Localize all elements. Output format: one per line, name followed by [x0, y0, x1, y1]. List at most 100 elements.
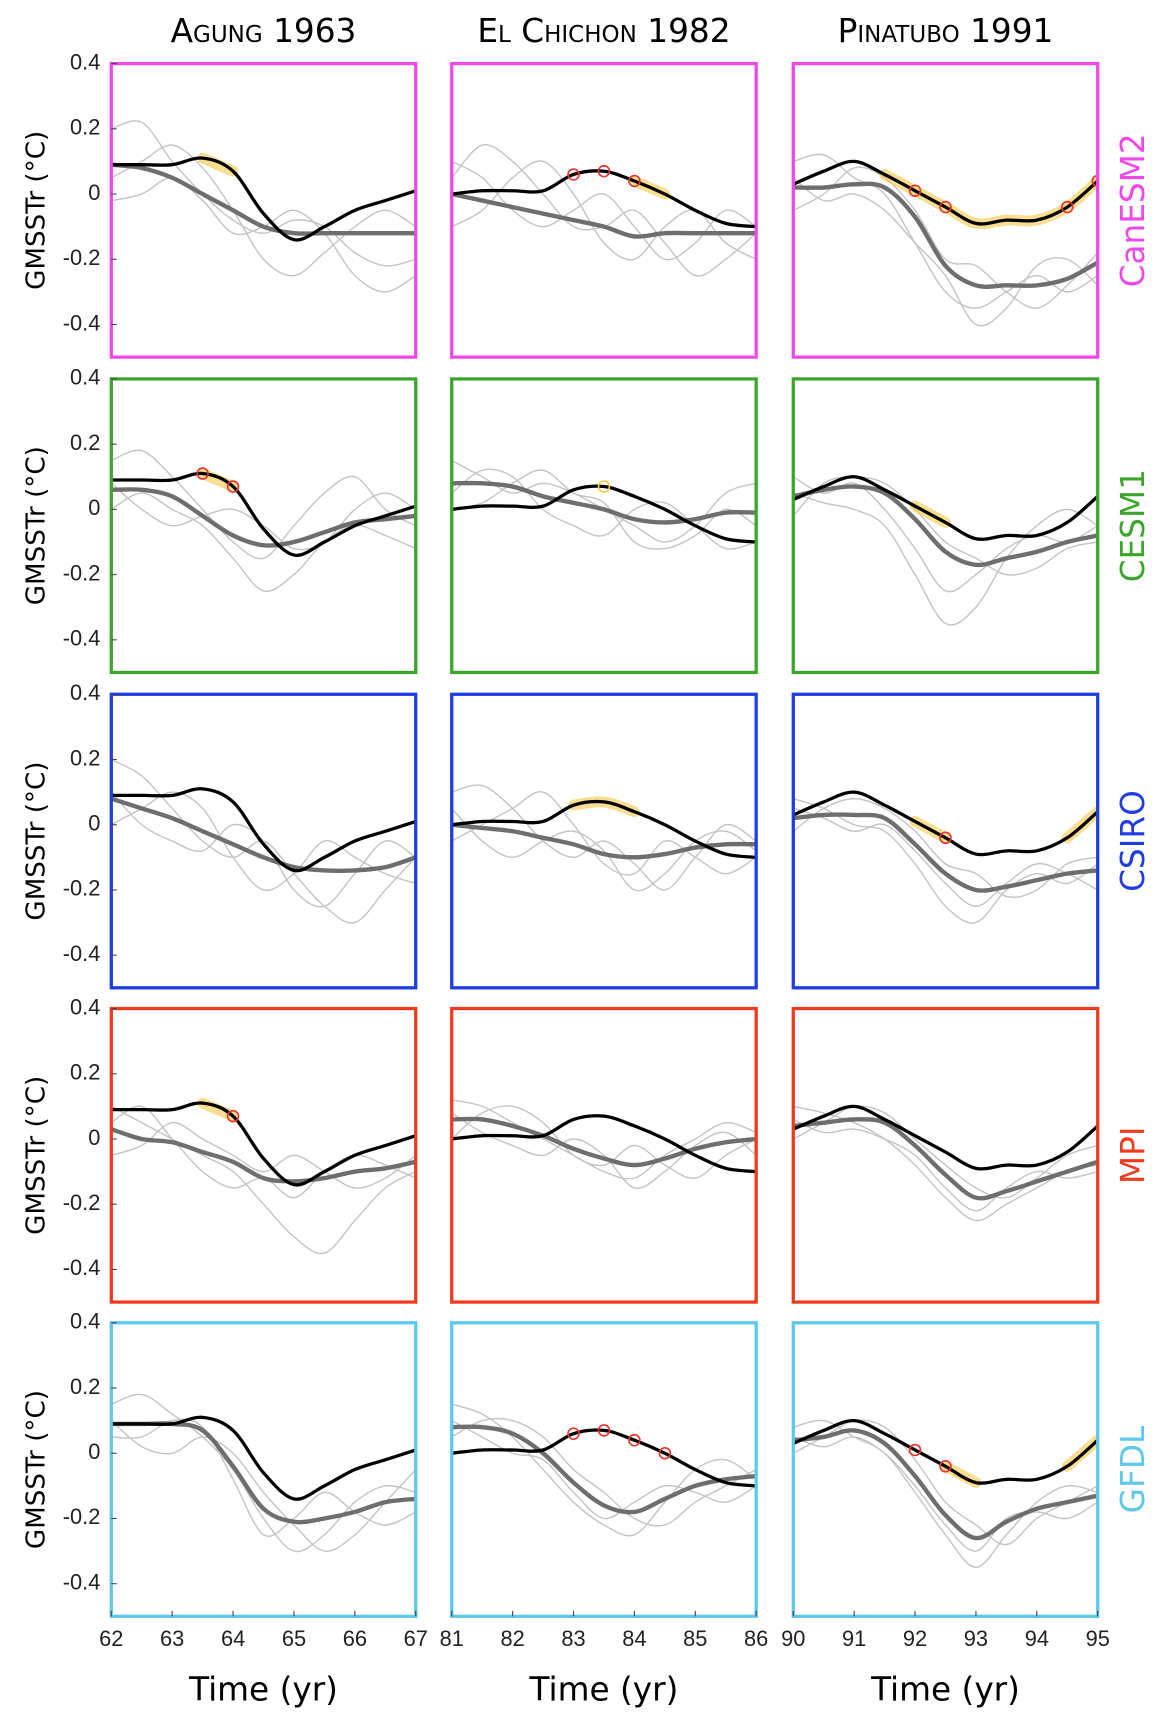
y-tick-label: -0.4 [63, 310, 101, 335]
series-line [793, 181, 1098, 289]
series-line [111, 1105, 416, 1199]
y-axis-label: GMSSTr (°C) [22, 1076, 52, 1235]
highlight-marker [908, 1443, 922, 1457]
highlight-marker [628, 174, 641, 188]
highlight-marker [939, 1460, 952, 1473]
y-axis-label: GMSSTr (°C) [22, 131, 52, 290]
row-label: CanESM2 [1114, 133, 1152, 287]
panel [451, 784, 757, 892]
series-line [451, 484, 757, 544]
column-title: El Chichon 1982 [477, 12, 730, 50]
panel [451, 1099, 757, 1189]
series-line [451, 169, 757, 229]
x-tick-label: 63 [160, 1626, 184, 1651]
series-line [111, 144, 416, 277]
y-tick-label: 0.4 [70, 1309, 100, 1334]
panel-frame [450, 692, 758, 990]
x-tick-label: 65 [282, 1626, 306, 1651]
series-line [793, 797, 1098, 899]
series-line [793, 1118, 1098, 1212]
series-line [793, 476, 1098, 593]
series-line [451, 791, 757, 876]
series-line [111, 162, 416, 236]
series-line [793, 1105, 1098, 1199]
x-tick-label: 95 [1086, 1626, 1110, 1651]
series-line [451, 807, 757, 892]
series-line [793, 1419, 1098, 1569]
panel-frame [450, 1321, 758, 1618]
panel [111, 758, 416, 924]
series-line [451, 480, 757, 525]
panel [111, 120, 416, 293]
y-tick-label: 0.2 [70, 1060, 100, 1085]
series-line [111, 156, 416, 242]
series-line [451, 1112, 757, 1189]
y-tick-label: -0.2 [63, 245, 101, 270]
highlight-marker [597, 480, 611, 493]
highlight-marker [226, 480, 240, 493]
series-line [451, 1417, 757, 1527]
y-tick-label: 0.4 [70, 994, 100, 1019]
x-tick-label: 85 [683, 1626, 707, 1651]
series-line [451, 469, 757, 550]
y-tick-label: -0.4 [63, 626, 101, 651]
series-line [793, 1428, 1098, 1541]
x-tick-label: 93 [964, 1626, 988, 1651]
x-tick-label: 83 [561, 1626, 585, 1651]
series-line [451, 144, 757, 277]
x-tick-label: 67 [404, 1626, 428, 1651]
y-tick-label: 0.2 [70, 430, 100, 455]
column-title: Pinatubo 1991 [838, 12, 1054, 50]
series-line [111, 1415, 416, 1501]
series-line [111, 791, 416, 908]
series-line [451, 191, 757, 239]
panel-frame [109, 1006, 418, 1304]
highlight-marker [908, 184, 922, 198]
panel [793, 1418, 1098, 1569]
series-line [793, 166, 1098, 309]
panel-frame [109, 1321, 418, 1618]
y-tick-label: 0.4 [70, 49, 100, 74]
y-tick-label: 0.2 [70, 1374, 100, 1399]
series-line [111, 471, 416, 557]
panel [793, 153, 1098, 327]
x-tick-label: 81 [440, 1626, 464, 1651]
series-line [451, 468, 757, 550]
series-line [111, 1105, 416, 1255]
column-title: Agung 1963 [171, 12, 357, 50]
panel-frame [450, 1006, 758, 1304]
highlight-marker [1091, 174, 1098, 188]
highlight-marker [567, 1427, 580, 1440]
panel-frame [109, 692, 418, 990]
series-line [111, 449, 416, 560]
x-axis-label: Time (yr) [529, 1671, 679, 1709]
series-line [111, 787, 416, 873]
highlight-marker [226, 1109, 240, 1123]
series-line [451, 1403, 757, 1537]
y-tick-label: -0.4 [63, 1569, 101, 1594]
y-tick-label: 0.4 [70, 365, 100, 390]
x-tick-label: 92 [903, 1626, 927, 1651]
y-tick-label: 0 [88, 495, 100, 520]
series-line [451, 1099, 757, 1180]
series-line [793, 812, 1098, 893]
y-tick-label: 0.4 [70, 680, 100, 705]
x-tick-label: 82 [500, 1626, 524, 1651]
series-line [451, 1116, 757, 1168]
panel [793, 790, 1098, 924]
panel [111, 449, 416, 593]
series-line [793, 1436, 1098, 1552]
series-line [451, 459, 757, 543]
series-line [793, 1105, 1098, 1222]
panel-frame [791, 1321, 1100, 1618]
series-line [111, 796, 416, 873]
y-tick-label: 0 [88, 1125, 100, 1150]
y-tick-label: -0.2 [63, 1190, 101, 1215]
row-label: CESM1 [1114, 469, 1152, 582]
row-label: GFDL [1114, 1425, 1152, 1513]
highlight-marker [939, 831, 952, 845]
series-line [451, 160, 757, 261]
panel [451, 1403, 757, 1537]
y-axis-label: GMSSTr (°C) [22, 1390, 52, 1549]
